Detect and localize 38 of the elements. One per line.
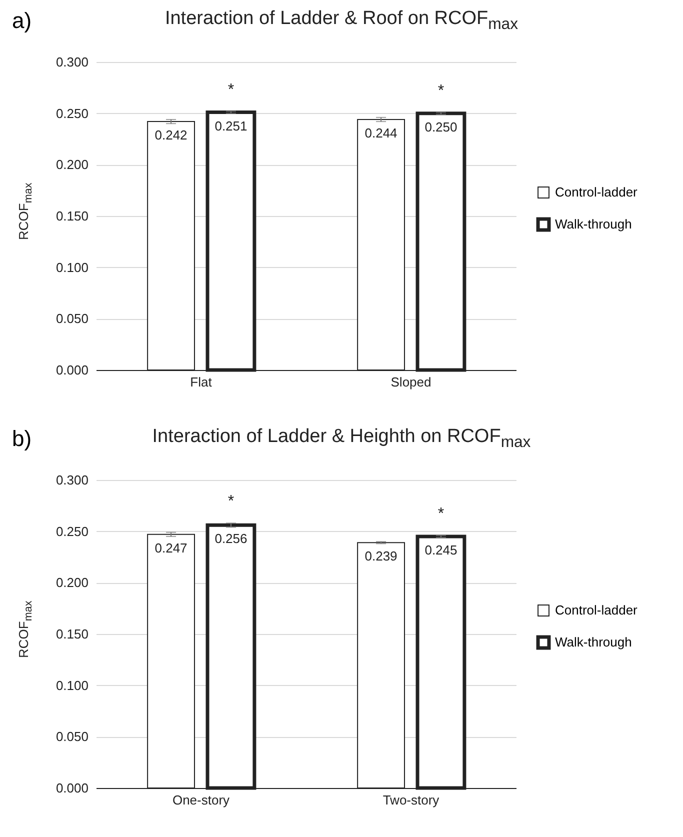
data-label: 0.250 [424,119,458,134]
data-label: 0.244 [364,125,398,140]
y-tick-label: 0.050 [56,729,88,744]
y-tick-label: 0.000 [56,780,88,796]
chart-title: Interaction of Ladder & Heighth on RCOF$_{max}$ [152,426,531,451]
legend-label: Walk-through [555,634,632,650]
y-tick-label: 0.000 [56,362,88,378]
annotation: * [228,81,234,98]
y-tick-label: 0.200 [56,157,88,172]
legend-label: Control-ladder [555,184,638,200]
text: a) [12,8,32,34]
x-tick-label: Flat [190,374,212,390]
legend-label: Walk-through [555,216,632,232]
y-tick-label: 0.300 [56,54,88,70]
chart-title: Interaction of Ladder & Roof on RCOF$_{max}$ [164,8,518,33]
data-label: 0.245 [424,542,458,558]
y-tick-label: 0.150 [56,208,88,224]
data-label: 0.251 [214,118,248,134]
annotation: * [438,82,444,100]
y-tick-label: 0.100 [56,678,88,693]
data-label: 0.256 [214,531,248,546]
y-tick-label: 0.100 [56,260,88,275]
data-label: 0.242 [154,128,188,143]
y-tick-label: 0.300 [56,472,88,488]
text: b) [12,426,32,452]
legend-label: Control-ladder [555,602,638,618]
y-tick-label: 0.200 [56,575,88,590]
x-tick-label: Two-story [382,792,440,808]
data-label: 0.247 [154,540,188,556]
y-tick-label: 0.250 [56,524,88,539]
x-tick-label: Sloped [390,374,432,390]
x-tick-label: One-story [172,792,230,808]
y-tick-label: 0.150 [56,626,88,642]
y-tick-label: 0.250 [56,106,88,121]
annotation: * [438,505,444,522]
annotation: * [228,493,234,510]
data-label: 0.239 [364,548,398,564]
y-tick-label: 0.050 [56,311,88,326]
